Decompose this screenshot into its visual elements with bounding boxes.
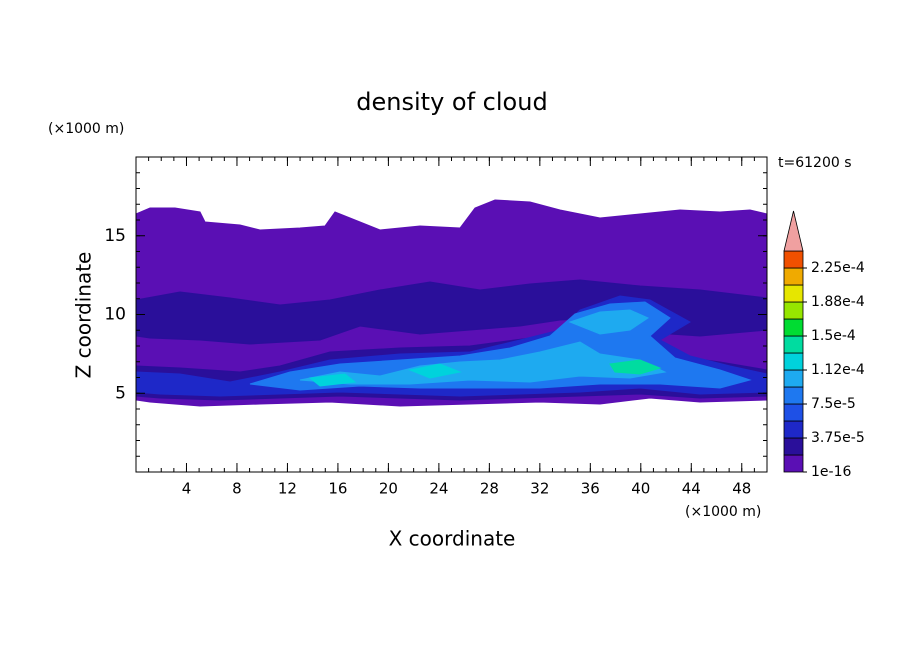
colorbar-box: [783, 318, 804, 337]
x-unit: (×1000 m): [685, 504, 761, 520]
colorbar-label: 2.25e-4: [811, 260, 865, 276]
contour-region: [308, 373, 357, 387]
chart-title: density of cloud: [356, 88, 547, 116]
colorbar-box: [783, 386, 804, 405]
contour-region: [299, 341, 667, 385]
x-tick-label: 28: [480, 480, 499, 498]
colorbar-label: 1e-16: [811, 464, 851, 480]
x-tick-label: 32: [530, 480, 549, 498]
axes: 4 8 12 16 20 24 28 32 36 40 44 48510151e-163.75e-57…: [104, 156, 865, 498]
time-annotation: t=61200 s: [778, 155, 852, 171]
x-tick-label: 16: [328, 480, 347, 498]
contour-region: [135, 279, 768, 345]
x-tick-label: 40: [631, 480, 650, 498]
x-tick-label: 20: [379, 480, 398, 498]
colorbar-label: 7.5e-5: [811, 396, 856, 412]
contour-field: [135, 199, 768, 407]
contour-region: [408, 363, 462, 379]
x-tick-label: 48: [732, 480, 751, 498]
y-tick-label: 15: [104, 226, 126, 246]
x-tick-label: 36: [581, 480, 600, 498]
colorbar-box: [783, 352, 804, 371]
colorbar-box: [783, 454, 804, 473]
colorbar-label: 1.5e-4: [811, 328, 856, 344]
y-tick-label: 10: [104, 305, 126, 325]
contour-region: [568, 309, 650, 335]
y-unit: (×1000 m): [48, 121, 124, 137]
contour-region: [609, 359, 662, 375]
x-tick-label: 24: [429, 480, 448, 498]
colorbar-box: [783, 420, 804, 439]
x-axis-label: X coordinate: [389, 527, 516, 551]
colorbar-box: [783, 437, 804, 456]
colorbar-box: [783, 267, 804, 286]
x-tick-label: 44: [682, 480, 701, 498]
colorbar-box: [783, 301, 804, 320]
colorbar-label: 3.75e-5: [811, 430, 865, 446]
y-axis-label: Z coordinate: [72, 252, 96, 379]
colorbar-box: [783, 250, 804, 269]
x-tick-label: 8: [232, 480, 242, 498]
colorbar-box: [783, 403, 804, 422]
x-tick-label: 4: [182, 480, 192, 498]
colorbar-box: [783, 284, 804, 303]
colorbar-box: [783, 335, 804, 354]
colorbar-label: 1.12e-4: [811, 362, 865, 378]
colorbar-extension: [783, 210, 804, 252]
colorbar-box: [783, 369, 804, 388]
y-tick-label: 5: [115, 383, 126, 403]
colorbar-label: 1.88e-4: [811, 294, 865, 310]
x-tick-label: 12: [278, 480, 297, 498]
